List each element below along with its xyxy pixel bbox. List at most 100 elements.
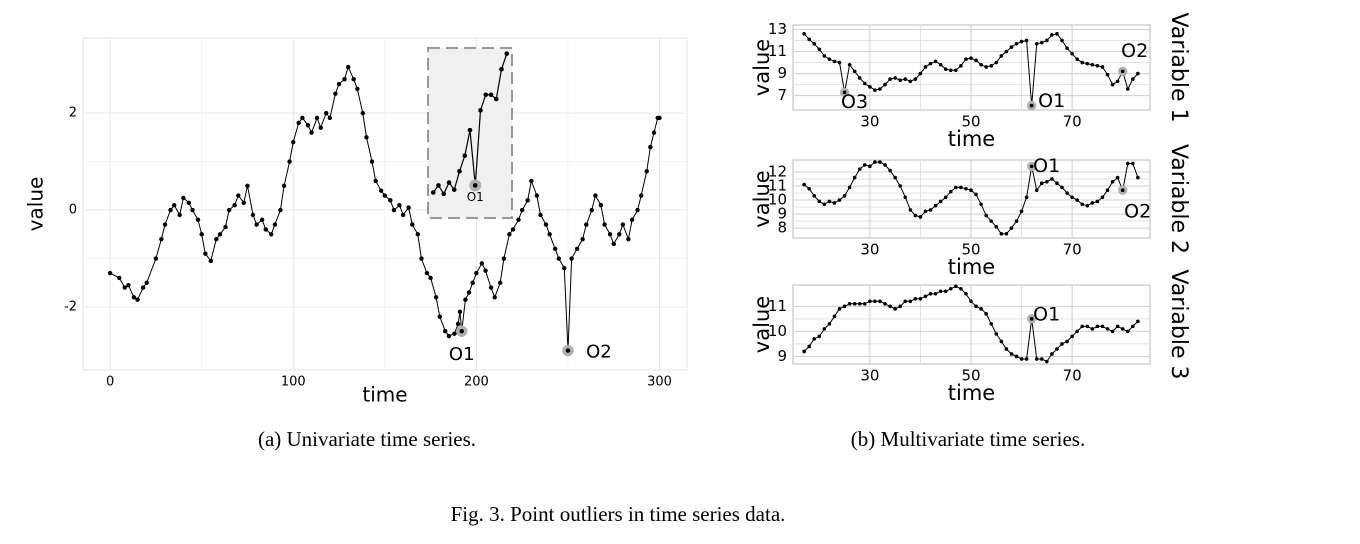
data-point (478, 108, 483, 113)
data-point (837, 60, 842, 65)
data-point (278, 207, 283, 213)
data-point (1065, 191, 1069, 195)
data-point (107, 270, 113, 276)
data-point (928, 291, 933, 296)
outlier-label: O1 (449, 344, 475, 365)
data-point (979, 307, 983, 311)
data-point (488, 92, 494, 98)
data-point (1014, 41, 1019, 46)
data-point (938, 62, 943, 67)
data-point (1100, 65, 1105, 69)
data-point (1004, 49, 1009, 54)
data-point (984, 312, 988, 316)
data-point (984, 65, 988, 69)
data-point (1110, 82, 1115, 87)
data-point (342, 76, 347, 82)
data-point (378, 188, 384, 193)
data-point (913, 296, 918, 301)
data-point (1034, 357, 1039, 361)
data-point (913, 77, 918, 81)
data-point (410, 222, 415, 227)
data-point (943, 195, 948, 200)
data-point (964, 291, 968, 296)
data-point (1019, 209, 1024, 214)
outlier-label: O2 (586, 342, 612, 363)
data-point (162, 222, 168, 227)
x-axis-label: time (948, 127, 995, 151)
data-point (943, 67, 948, 71)
data-point (569, 256, 574, 261)
y-tick-label: 9 (777, 347, 787, 365)
data-point (644, 169, 649, 174)
data-point (964, 57, 968, 62)
data-point (1136, 71, 1140, 76)
data-point (954, 284, 958, 289)
data-point (873, 160, 877, 164)
data-point (419, 256, 424, 261)
data-point (1055, 347, 1059, 351)
data-point (832, 314, 837, 319)
data-point (373, 178, 378, 184)
data-point (817, 334, 822, 339)
outlier-label: O2 (1121, 40, 1148, 62)
x-tick-label: 30 (860, 113, 879, 131)
data-point (827, 199, 832, 204)
data-point (933, 59, 938, 64)
data-point (969, 56, 973, 60)
data-point (639, 193, 644, 198)
data-point (1080, 324, 1085, 329)
data-point (1060, 185, 1064, 190)
data-point (1136, 175, 1140, 180)
data-point (802, 182, 806, 187)
data-point (863, 163, 867, 167)
plot-area (792, 284, 1151, 365)
data-point (144, 280, 149, 285)
data-point (903, 77, 908, 81)
data-point (1045, 359, 1049, 364)
data-point (1029, 103, 1034, 108)
data-point (452, 331, 457, 336)
data-point (382, 193, 388, 198)
data-point (443, 329, 448, 334)
data-point (1070, 334, 1074, 339)
data-point (552, 246, 558, 252)
data-point (943, 289, 948, 294)
data-point (1045, 38, 1049, 43)
data-point (245, 183, 250, 189)
data-point (462, 153, 468, 158)
x-tick-label: 100 (281, 375, 306, 390)
data-point (400, 212, 406, 218)
data-point (525, 198, 530, 203)
data-point (214, 236, 219, 242)
data-point (878, 87, 882, 91)
data-point (651, 130, 657, 135)
data-point (195, 217, 201, 222)
data-point (1105, 327, 1110, 331)
data-point (562, 266, 567, 271)
data-point (269, 232, 274, 237)
data-point (908, 299, 913, 304)
y-axis-label: value (750, 296, 774, 353)
data-point (873, 88, 877, 92)
y-tick-label: 9 (777, 205, 787, 223)
x-tick-label: 300 (647, 375, 672, 390)
data-point (893, 76, 897, 80)
strip-label: Variable 3 (1166, 269, 1191, 379)
data-point (822, 202, 827, 207)
data-point (1131, 324, 1135, 329)
data-point (857, 76, 862, 80)
data-point (989, 322, 994, 326)
data-point (547, 232, 552, 237)
data-point (1039, 357, 1044, 361)
data-point (309, 130, 314, 135)
data-point (457, 168, 462, 174)
data-point (1050, 177, 1054, 181)
data-point (1110, 329, 1115, 334)
data-point (903, 299, 908, 304)
data-point (1080, 60, 1085, 65)
data-point (1131, 77, 1135, 81)
data-point (122, 285, 127, 290)
data-point (913, 213, 918, 218)
